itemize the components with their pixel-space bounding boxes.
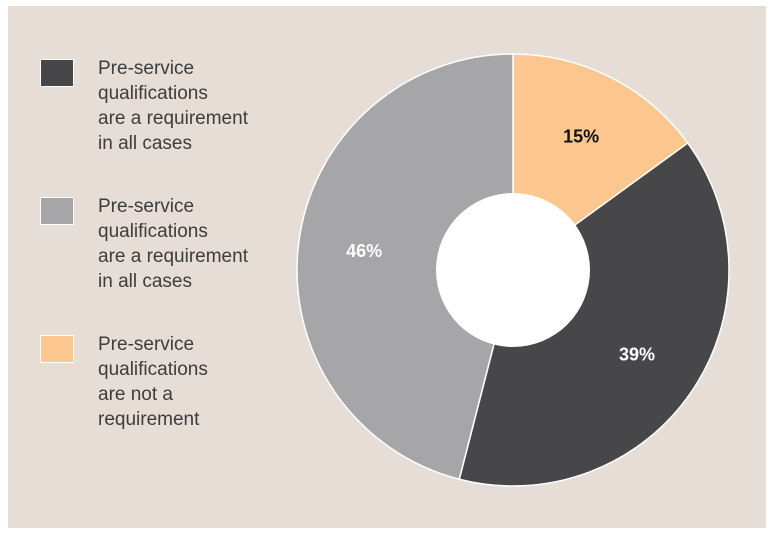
legend-label-grey: Pre-service qualifications are a require… — [98, 194, 298, 294]
slice-label-39-pct: 39% — [619, 344, 655, 364]
legend-item-orange: Pre-service qualifications are not a req… — [40, 332, 300, 470]
legend-label-line: Pre-service — [98, 196, 195, 217]
legend-swatch-orange — [40, 335, 74, 363]
pie-slice-46-pct — [296, 53, 514, 481]
slice-label-46-pct: 46% — [346, 241, 382, 261]
legend-label-line: Pre-service — [98, 334, 195, 355]
legend-label-line: are a requirement — [98, 108, 248, 129]
legend-label-line: qualifications — [98, 221, 208, 242]
legend-label-line: are not a — [98, 384, 173, 405]
legend-label-line: are a requirement — [98, 246, 248, 267]
slice-label-15-pct: 15% — [563, 126, 599, 146]
legend-label-line: in all cases — [98, 271, 192, 292]
legend-label-dark: Pre-service qualifications are a require… — [98, 56, 298, 156]
legend-label-line: qualifications — [98, 83, 208, 104]
legend-item-grey: Pre-service qualifications are a require… — [40, 194, 300, 332]
legend-label-line: Pre-service — [98, 58, 195, 79]
pie-slice-39-pct — [458, 141, 730, 487]
legend-swatch-grey — [40, 197, 74, 225]
legend-item-dark: Pre-service qualifications are a require… — [40, 56, 300, 194]
legend-swatch-dark — [40, 59, 74, 87]
donut-hole — [436, 193, 590, 347]
legend-label-line: requirement — [98, 409, 200, 430]
legend-label-line: qualifications — [98, 359, 208, 380]
legend-label-orange: Pre-service qualifications are not a req… — [98, 332, 298, 432]
legend-label-line: in all cases — [98, 133, 192, 154]
chart-legend: Pre-service qualifications are a require… — [40, 56, 300, 470]
